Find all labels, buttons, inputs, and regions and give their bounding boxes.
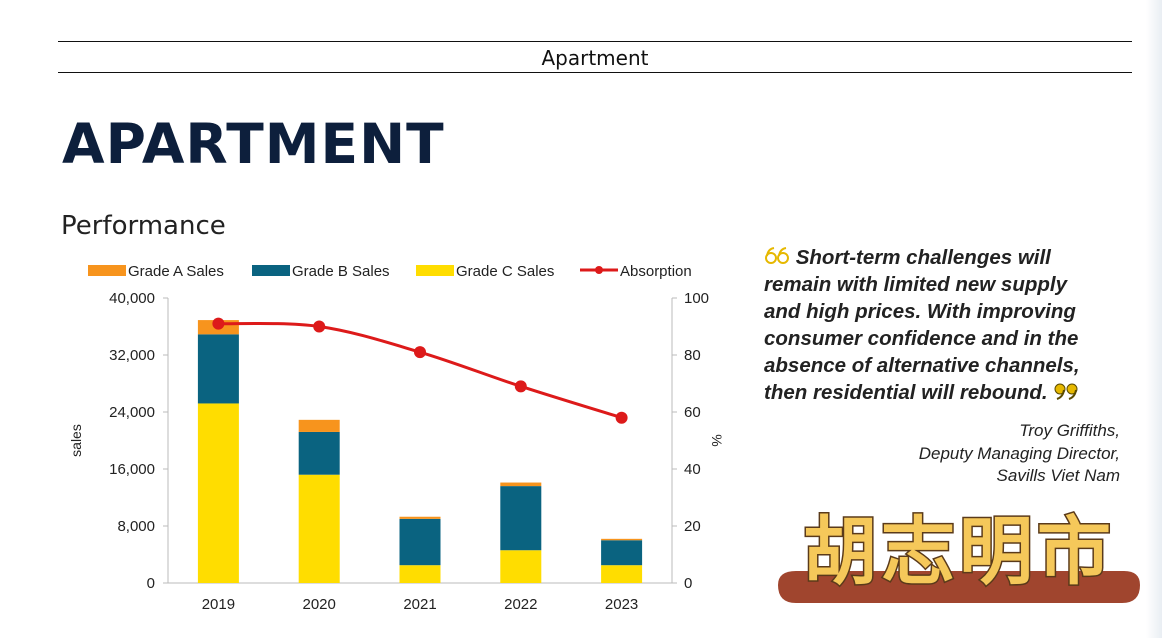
- bar-grade-c-sales-2021: [399, 565, 441, 583]
- page-subtitle: Performance: [61, 211, 226, 241]
- legend-swatch-2: [416, 265, 454, 276]
- bar-grade-a-sales-2021: [399, 516, 441, 519]
- watermark-text: 胡志明市: [803, 509, 1115, 595]
- watermark-ribbon: [778, 571, 1140, 603]
- y2-axis-title: %: [709, 434, 725, 446]
- bar-grade-a-sales-2020: [298, 419, 340, 432]
- y2-tick-label: 60: [684, 404, 701, 421]
- attribution-role: Deputy Managing Director,: [918, 443, 1120, 463]
- bar-grade-c-sales-2019: [197, 403, 239, 583]
- quote-line: Short-term challenges will: [795, 246, 1051, 269]
- y2-tick-label: 100: [684, 290, 709, 307]
- bar-grade-b-sales-2019: [197, 334, 239, 404]
- quote-line: remain with limited new supply: [764, 273, 1067, 296]
- bar-grade-c-sales-2022: [500, 550, 542, 583]
- quote-close-mark: [1048, 381, 1080, 404]
- sales-absorption-chart: Grade A Sales Grade B Sales Grade C Sales A…: [68, 263, 725, 613]
- chart-legend: Grade A Sales Grade B Sales Grade C Sales A…: [88, 263, 692, 280]
- x-tick-label: 2019: [202, 596, 235, 613]
- page-edge-shadow: [1146, 0, 1162, 638]
- y-tick-label: 40,000: [109, 290, 155, 307]
- bar-grade-c-sales-2023: [601, 565, 643, 583]
- y2-tick-label: 0: [684, 575, 692, 592]
- bar-grade-a-sales-2022: [500, 482, 542, 487]
- legend-label-0: Grade A Sales: [128, 263, 224, 280]
- bar-grade-b-sales-2020: [298, 431, 340, 475]
- x-tick-label: 2023: [605, 596, 638, 613]
- absorption-point-2022: [514, 380, 527, 393]
- bar-grade-b-sales-2021: [399, 518, 441, 566]
- quote-line: then residential will rebound.: [764, 381, 1048, 404]
- y-axis-title: sales: [68, 424, 84, 457]
- y-tick-label: 24,000: [109, 404, 155, 421]
- absorption-line-group: [212, 317, 628, 424]
- x-tick-label: 2021: [403, 596, 436, 613]
- bar-grade-b-sales-2022: [500, 486, 542, 551]
- attribution-name: Troy Griffiths,: [1019, 421, 1120, 440]
- x-tick-label: 2022: [504, 596, 537, 613]
- quote-line: and high prices. With improving: [764, 300, 1076, 323]
- legend-swatch-0: [88, 265, 126, 276]
- bar-grade-b-sales-2023: [601, 540, 643, 566]
- y-tick-label: 8,000: [117, 518, 155, 535]
- section-header: Apartment: [541, 46, 649, 70]
- absorption-line: [218, 321, 623, 420]
- x-tick-label: 2020: [303, 596, 336, 613]
- quote-line: consumer confidence and in the: [764, 327, 1079, 350]
- header-rule-bottom: [58, 72, 1132, 73]
- watermark-stamp: 胡志明市: [778, 508, 1140, 603]
- chart-axes: 0 8,000 16,000 24,000 32,000 40,000 0 20 40 60 80 1…: [68, 290, 725, 613]
- absorption-point-2023: [615, 411, 628, 424]
- pull-quote: Short-term challenges will remain with li…: [764, 244, 1124, 406]
- y-tick-label: 0: [147, 575, 155, 592]
- y2-tick-label: 80: [684, 347, 701, 364]
- quote-line: absence of alternative channels,: [764, 354, 1080, 377]
- y-tick-label: 16,000: [109, 461, 155, 478]
- absorption-point-2019: [212, 317, 225, 330]
- bar-grade-c-sales-2020: [298, 474, 340, 583]
- y-tick-label: 32,000: [109, 347, 155, 364]
- legend-label-2: Grade C Sales: [456, 263, 554, 280]
- y2-tick-label: 20: [684, 518, 701, 535]
- chart-bars: [197, 320, 643, 583]
- attribution-company: Savills Viet Nam: [996, 466, 1120, 485]
- header-rule-top: [58, 41, 1132, 42]
- quote-attribution: Troy Griffiths, Deputy Managing Director…: [760, 420, 1120, 488]
- y2-tick-label: 40: [684, 461, 701, 478]
- legend-line-marker: [595, 266, 603, 274]
- page-title: APARTMENT: [62, 112, 445, 176]
- legend-label-absorption: Absorption: [620, 263, 692, 280]
- legend-label-1: Grade B Sales: [292, 263, 390, 280]
- bar-grade-a-sales-2023: [601, 538, 643, 541]
- quote-open-mark: [764, 246, 796, 269]
- absorption-point-2020: [313, 320, 326, 333]
- absorption-point-2021: [414, 346, 426, 359]
- legend-swatch-1: [252, 265, 290, 276]
